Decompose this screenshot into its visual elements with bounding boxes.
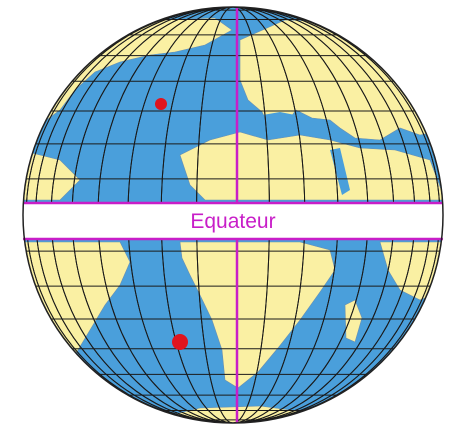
- red-sea: [330, 148, 350, 195]
- equator-label: Equateur: [190, 210, 275, 233]
- inland-seas: [245, 112, 350, 195]
- land-north-africa: [179, 131, 443, 201]
- marker-south: [172, 334, 188, 350]
- land-africa-south: [179, 241, 336, 389]
- mediterranean-sea: [245, 112, 318, 134]
- marker-north: [155, 98, 167, 110]
- equator-band: [23, 202, 443, 240]
- globe-rim: [22, 6, 444, 424]
- land-madagascar: [344, 299, 363, 343]
- land-americas-west: [23, 149, 81, 201]
